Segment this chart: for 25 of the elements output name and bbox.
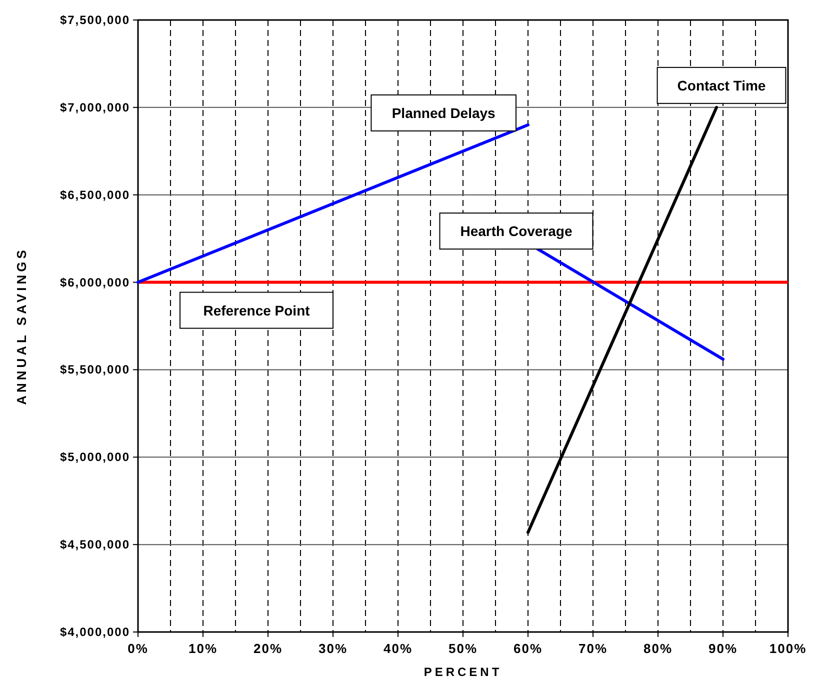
x-tick-label: 20% bbox=[253, 641, 283, 656]
series-label: Planned Delays bbox=[392, 104, 496, 121]
y-tick-label: $6,500,000 bbox=[60, 188, 130, 202]
x-tick-label: 80% bbox=[643, 641, 673, 656]
ref-line-label: Reference Point bbox=[203, 302, 310, 318]
series-label: Hearth Coverage bbox=[460, 223, 572, 240]
x-tick-label: 40% bbox=[383, 641, 413, 656]
x-tick-label: 10% bbox=[188, 641, 218, 656]
y-tick-label: $4,500,000 bbox=[60, 538, 130, 552]
y-tick-label: $4,000,000 bbox=[60, 625, 130, 639]
y-tick-label: $5,000,000 bbox=[60, 450, 130, 464]
x-tick-label: 50% bbox=[448, 641, 478, 656]
y-tick-label: $7,500,000 bbox=[60, 13, 130, 27]
y-tick-label: $6,000,000 bbox=[60, 275, 130, 290]
series-label: Contact Time bbox=[677, 77, 766, 94]
x-tick-label: 90% bbox=[708, 641, 738, 656]
y-tick-label: $5,500,000 bbox=[60, 362, 130, 377]
x-tick-label: 100% bbox=[769, 641, 807, 656]
x-tick-label: 0% bbox=[128, 641, 148, 656]
y-axis-title: ANNUAL SAVINGS bbox=[14, 247, 29, 405]
y-tick-label: $7,000,000 bbox=[60, 100, 130, 114]
x-axis-title: PERCENT bbox=[424, 665, 502, 679]
x-tick-label: 30% bbox=[318, 641, 348, 656]
x-tick-label: 70% bbox=[578, 641, 608, 656]
x-tick-label: 60% bbox=[513, 641, 543, 656]
